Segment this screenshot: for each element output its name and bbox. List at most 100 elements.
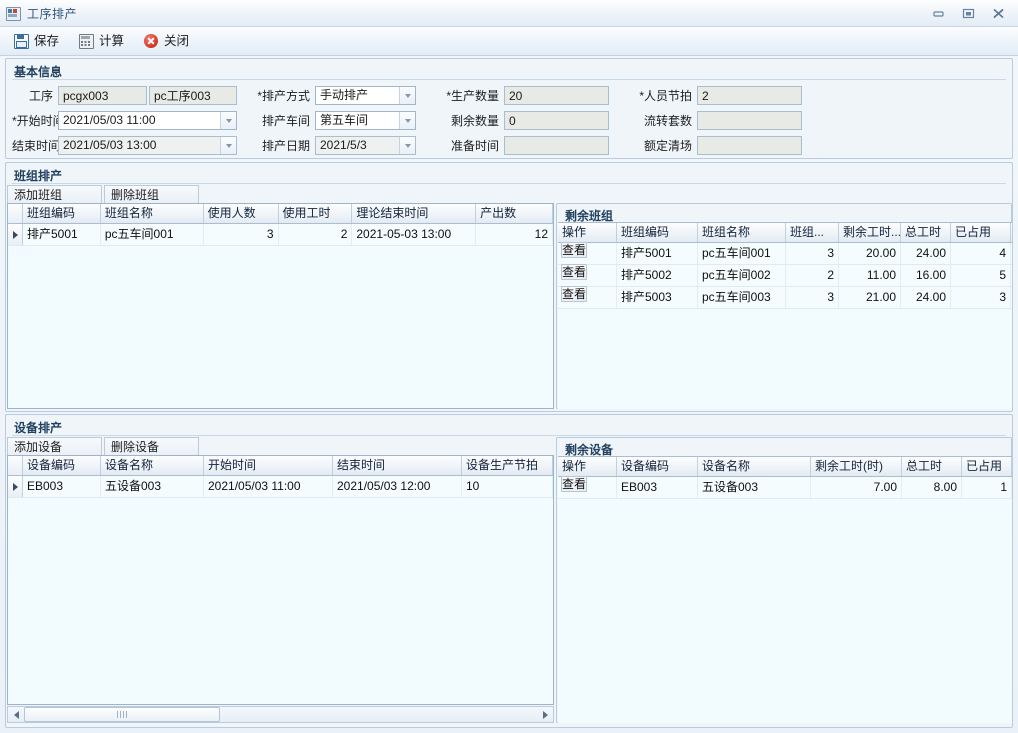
row-selector-indicator[interactable] [8, 224, 23, 245]
remaining-equipment-grid[interactable]: 操作 设备编码 设备名称 剩余工时(时) 总工时 已占用 查看 EB003 五设… [558, 456, 1012, 723]
process-code-field[interactable]: pcgx003 [58, 86, 147, 105]
column-header[interactable]: 班组编码 [23, 204, 101, 223]
column-header[interactable]: 剩余工时(时) [811, 457, 902, 476]
remaining-teams-grid[interactable]: 操作 班组编码 班组名称 班组... 剩余工时... 总工时 已占用 查看 排产… [558, 222, 1012, 409]
close-button[interactable]: 关闭 [136, 29, 199, 53]
row-selector-indicator[interactable] [8, 476, 23, 497]
equipment-schedule-grid[interactable]: 设备编码 设备名称 开始时间 结束时间 设备生产节拍 EB003 五设备003 … [7, 455, 554, 705]
view-button[interactable]: 查看 [561, 476, 588, 492]
scrollbar-thumb[interactable] [24, 707, 220, 722]
column-header[interactable]: 剩余工时... [839, 223, 901, 242]
add-equipment-button[interactable]: 添加设备 [7, 437, 102, 455]
calculate-button[interactable]: 计算 [71, 29, 134, 53]
remain-qty-field[interactable]: 0 [504, 111, 609, 130]
column-header[interactable]: 班组... [786, 223, 839, 242]
column-header[interactable]: 班组编码 [617, 223, 698, 242]
schedule-mode-value: 手动排产 [320, 88, 369, 102]
basic-info-form: 工序 pcgx003 pc工序003 *排产方式 手动排产 *生产数量 20 *… [12, 83, 802, 158]
column-header[interactable]: 使用工时 [279, 204, 353, 223]
column-header[interactable]: 产出数 [476, 204, 553, 223]
chevron-down-icon[interactable] [220, 112, 236, 129]
scroll-left-icon[interactable] [8, 707, 24, 722]
schedule-date-picker[interactable]: 2021/5/3 [315, 136, 416, 155]
transfer-sets-field[interactable] [697, 111, 802, 130]
process-name-field[interactable]: pc工序003 [149, 86, 237, 105]
schedule-mode-select[interactable]: 手动排产 [315, 86, 416, 105]
view-button[interactable]: 查看 [561, 264, 588, 280]
cell-total-hours: 24.00 [901, 287, 951, 308]
column-header[interactable]: 设备编码 [617, 457, 698, 476]
column-header[interactable]: 设备生产节拍 [462, 456, 553, 475]
cell-people-used: 3 [204, 224, 279, 245]
add-team-button[interactable]: 添加班组 [7, 185, 102, 203]
table-row[interactable]: EB003 五设备003 2021/05/03 11:00 2021/05/03… [8, 476, 553, 498]
column-header[interactable]: 设备名称 [101, 456, 204, 475]
prepare-time-field[interactable] [504, 136, 609, 155]
horizontal-scrollbar[interactable] [7, 706, 554, 723]
workshop-select[interactable]: 第五车间 [315, 111, 416, 130]
table-row[interactable]: 查看 排产5003 pc五车间003 3 21.00 24.00 3 [558, 286, 1012, 309]
column-header[interactable]: 结束时间 [333, 456, 462, 475]
form-row-1: 工序 pcgx003 pc工序003 *排产方式 手动排产 *生产数量 20 *… [12, 83, 802, 108]
view-button[interactable]: 查看 [561, 286, 588, 302]
table-row[interactable]: 排产5001 pc五车间001 3 2 2021-05-03 13:00 12 [8, 224, 553, 246]
cell-remaining-hours: 20.00 [839, 243, 901, 264]
row-selector-header [8, 456, 23, 475]
cell-remaining-hours: 11.00 [839, 265, 901, 286]
team-schedule-grid[interactable]: 班组编码 班组名称 使用人数 使用工时 理论结束时间 产出数 排产5001 pc… [7, 203, 554, 409]
rated-clear-field[interactable] [697, 136, 802, 155]
cell-team-code: 排产5001 [617, 243, 698, 264]
column-header[interactable]: 班组名称 [101, 204, 204, 223]
cell-end-time: 2021/05/03 12:00 [333, 476, 462, 497]
cell-occupied: 4 [951, 243, 1011, 264]
cell-total-hours: 16.00 [901, 265, 951, 286]
remove-team-button[interactable]: 删除班组 [104, 185, 199, 203]
save-button[interactable]: 保存 [6, 29, 69, 53]
workshop-value: 第五车间 [320, 113, 369, 127]
column-header[interactable]: 班组名称 [698, 223, 786, 242]
remaining-teams-panel: 剩余班组 操作 班组编码 班组名称 班组... 剩余工时... 总工时 已占用 … [556, 203, 1012, 409]
person-takt-field[interactable]: 2 [697, 86, 802, 105]
column-header[interactable]: 开始时间 [204, 456, 333, 475]
close-circle-icon [143, 33, 159, 49]
maximize-icon[interactable] [954, 3, 982, 24]
column-header[interactable]: 总工时 [902, 457, 962, 476]
column-header[interactable]: 操作 [558, 457, 617, 476]
scrollbar-track[interactable] [24, 707, 537, 722]
window-title: 工序排产 [27, 6, 78, 21]
cell-team-people: 2 [786, 265, 839, 286]
cell-team-name: pc五车间003 [698, 287, 786, 308]
column-header[interactable]: 使用人数 [204, 204, 279, 223]
end-time-picker[interactable]: 2021/05/03 13:00 [58, 136, 237, 155]
save-icon [13, 33, 29, 49]
team-schedule-title: 班组排产 [14, 169, 63, 183]
scroll-right-icon[interactable] [537, 707, 553, 722]
close-icon[interactable] [984, 3, 1012, 24]
column-header[interactable]: 操作 [558, 223, 617, 242]
produce-qty-field[interactable]: 20 [504, 86, 609, 105]
chevron-down-icon[interactable] [399, 112, 415, 129]
cell-team-people: 3 [786, 287, 839, 308]
view-button[interactable]: 查看 [561, 242, 588, 258]
calculate-button-label: 计算 [99, 33, 125, 48]
chevron-down-icon[interactable] [220, 137, 236, 154]
basic-info-panel: 基本信息 工序 pcgx003 pc工序003 *排产方式 手动排产 *生产数量… [5, 58, 1013, 159]
remove-equipment-button[interactable]: 删除设备 [104, 437, 199, 455]
schedule-date-label: 排产日期 [261, 139, 310, 153]
chevron-down-icon[interactable] [399, 137, 415, 154]
column-header[interactable]: 理论结束时间 [352, 204, 477, 223]
table-row[interactable]: 查看 排产5001 pc五车间001 3 20.00 24.00 4 [558, 242, 1012, 265]
start-time-picker[interactable]: 2021/05/03 11:00 [58, 111, 237, 130]
column-header[interactable]: 设备名称 [698, 457, 811, 476]
produce-qty-label: *生产数量 [446, 89, 499, 103]
column-header[interactable]: 已占用 [962, 457, 1012, 476]
table-row[interactable]: 查看 排产5002 pc五车间002 2 11.00 16.00 5 [558, 264, 1012, 287]
column-header[interactable]: 总工时 [901, 223, 951, 242]
chevron-down-icon[interactable] [399, 87, 415, 104]
table-row[interactable]: 查看 EB003 五设备003 7.00 8.00 1 [558, 476, 1012, 499]
minimize-icon[interactable] [924, 3, 952, 24]
column-header[interactable]: 设备编码 [23, 456, 101, 475]
team-schedule-grid-header: 班组编码 班组名称 使用人数 使用工时 理论结束时间 产出数 [8, 204, 553, 224]
column-header[interactable]: 已占用 [951, 223, 1011, 242]
